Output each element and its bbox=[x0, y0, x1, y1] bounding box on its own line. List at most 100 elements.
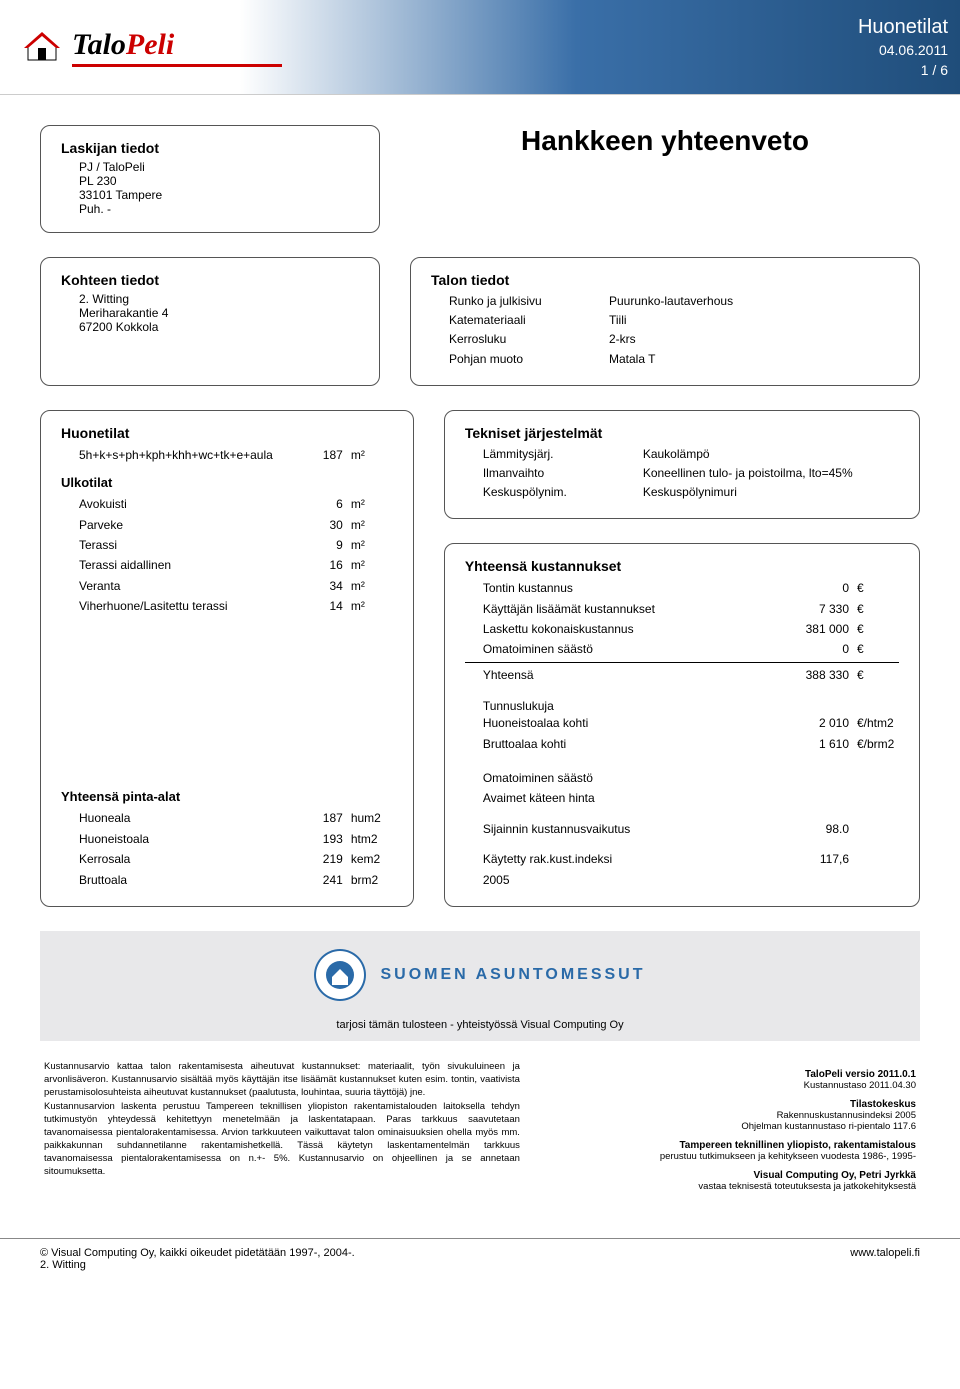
logo-text-a: Talo bbox=[72, 28, 126, 61]
huonetilat-heading: Huonetilat bbox=[61, 425, 393, 441]
field-label: Keskuspölynim. bbox=[483, 483, 643, 502]
laskija-line: PL 230 bbox=[79, 174, 359, 188]
field-value: Tiili bbox=[609, 311, 899, 330]
row-label: Avaimet käteen hinta bbox=[483, 788, 779, 808]
laskija-heading: Laskijan tiedot bbox=[61, 140, 359, 156]
row-label: Veranta bbox=[79, 576, 273, 596]
row-value: 16 bbox=[273, 555, 343, 575]
data-row: Avaimet käteen hinta bbox=[483, 788, 899, 808]
kust-total-unit: € bbox=[849, 665, 899, 685]
row-label: Terassi bbox=[79, 535, 273, 555]
row-unit: m² bbox=[343, 535, 393, 555]
row-unit: m² bbox=[343, 445, 393, 465]
field-label: Runko ja julkisivu bbox=[449, 292, 609, 311]
row-unit: m² bbox=[343, 596, 393, 616]
field-value: Koneellinen tulo- ja poistoilma, lto=45% bbox=[643, 464, 899, 483]
logo: TaloPeli bbox=[20, 28, 282, 67]
row-label: Kerrosala bbox=[79, 849, 273, 869]
data-row: Laskettu kokonaiskustannus 381 000 € bbox=[483, 619, 899, 639]
kohteen-line: Meriharakantie 4 bbox=[79, 306, 359, 320]
fine-print: Kustannusarvio kattaa talon rakentamises… bbox=[40, 1061, 920, 1192]
field-label: Kerrosluku bbox=[449, 330, 609, 349]
row-value: 0 bbox=[779, 578, 849, 598]
sponsor-icon bbox=[314, 949, 366, 1001]
row-unit: kem2 bbox=[343, 849, 393, 869]
data-row: Parveke 30 m² bbox=[79, 515, 393, 535]
sponsor-band: SUOMEN ASUNTOMESSUT tarjosi tämän tulost… bbox=[40, 931, 920, 1041]
kohteen-heading: Kohteen tiedot bbox=[61, 272, 359, 288]
data-row: Huoneistoalaa kohti 2 010 €/htm2 bbox=[483, 713, 899, 733]
row-label: Avokuisti bbox=[79, 494, 273, 514]
field-line: Katemateriaali Tiili bbox=[449, 311, 899, 330]
data-row: 2005 bbox=[483, 870, 899, 890]
row-value: 117,6 bbox=[779, 849, 849, 869]
field-label: Ilmanvaihto bbox=[483, 464, 643, 483]
row-label: Bruttoalaa kohti bbox=[483, 734, 779, 754]
fineprint-head: TaloPeli versio 2011.0.1 bbox=[550, 1069, 916, 1080]
row-label: Terassi aidallinen bbox=[79, 555, 273, 575]
data-row: Käytetty rak.kust.indeksi 117,6 bbox=[483, 849, 899, 869]
row-label: Parveke bbox=[79, 515, 273, 535]
data-row: Tontin kustannus 0 € bbox=[483, 578, 899, 598]
row-value: 381 000 bbox=[779, 619, 849, 639]
field-line: Keskuspölynim. Keskuspölynimuri bbox=[483, 483, 899, 502]
row-label: Käyttäjän lisäämät kustannukset bbox=[483, 599, 779, 619]
tekniset-heading: Tekniset järjestelmät bbox=[465, 425, 899, 441]
row-unit bbox=[849, 768, 899, 788]
row-unit: €/brm2 bbox=[849, 734, 899, 754]
row-value: 98.0 bbox=[779, 819, 849, 839]
row-value: 34 bbox=[273, 576, 343, 596]
header-date: 04.06.2011 bbox=[858, 41, 948, 61]
row-label: Omatoiminen säästö bbox=[483, 639, 779, 659]
header-page: 1 / 6 bbox=[858, 61, 948, 81]
fineprint-body: perustuu tutkimukseen ja kehitykseen vuo… bbox=[550, 1151, 916, 1162]
talon-heading: Talon tiedot bbox=[431, 272, 899, 288]
row-value: 7 330 bbox=[779, 599, 849, 619]
laskija-line: 33101 Tampere bbox=[79, 188, 359, 202]
row-value: 6 bbox=[273, 494, 343, 514]
footer-url: www.talopeli.fi bbox=[850, 1247, 920, 1271]
row-label: Sijainnin kustannusvaikutus bbox=[483, 819, 779, 839]
header-right: Huonetilat 04.06.2011 1 / 6 bbox=[858, 13, 952, 80]
field-line: Pohjan muoto Matala T bbox=[449, 350, 899, 369]
footer-project: 2. Witting bbox=[40, 1259, 355, 1271]
box-huonetilat: Huonetilat 5h+k+s+ph+kph+khh+wc+tk+e+aul… bbox=[40, 410, 414, 907]
row-label: Huoneistoala bbox=[79, 829, 273, 849]
field-line: Ilmanvaihto Koneellinen tulo- ja poistoi… bbox=[483, 464, 899, 483]
kust-total-label: Yhteensä bbox=[483, 665, 779, 685]
logo-text-wrap: TaloPeli bbox=[72, 28, 282, 67]
logo-house-icon bbox=[20, 28, 64, 67]
footer: © Visual Computing Oy, kaikki oikeudet p… bbox=[0, 1238, 960, 1291]
data-row: Veranta 34 m² bbox=[79, 576, 393, 596]
row-unit: € bbox=[849, 619, 899, 639]
data-row: Omatoiminen säästö bbox=[483, 768, 899, 788]
row-unit: hum2 bbox=[343, 808, 393, 828]
laskija-line: PJ / TaloPeli bbox=[79, 160, 359, 174]
row-label: Viherhuone/Lasitettu terassi bbox=[79, 596, 273, 616]
fineprint-head: Tilastokeskus bbox=[550, 1099, 916, 1110]
row-value: 0 bbox=[779, 639, 849, 659]
row-unit bbox=[849, 849, 899, 869]
data-row: Kerrosala 219 kem2 bbox=[79, 849, 393, 869]
main-title-wrap: Hankkeen yhteenveto bbox=[410, 125, 920, 233]
row-unit: € bbox=[849, 599, 899, 619]
header-title: Huonetilat bbox=[858, 13, 948, 41]
field-value: Kaukolämpö bbox=[643, 445, 899, 464]
row-value: 187 bbox=[273, 445, 343, 465]
kohteen-line: 2. Witting bbox=[79, 292, 359, 306]
row-unit bbox=[849, 788, 899, 808]
data-row: Bruttoalaa kohti 1 610 €/brm2 bbox=[483, 734, 899, 754]
kustannukset-heading: Yhteensä kustannukset bbox=[465, 558, 899, 574]
row-value bbox=[779, 768, 849, 788]
field-label: Pohjan muoto bbox=[449, 350, 609, 369]
box-kustannukset: Yhteensä kustannukset Tontin kustannus 0… bbox=[444, 543, 920, 907]
field-line: Lämmitysjärj. Kaukolämpö bbox=[483, 445, 899, 464]
header-band: TaloPeli Huonetilat 04.06.2011 1 / 6 bbox=[0, 0, 960, 95]
row-unit: m² bbox=[343, 515, 393, 535]
footer-copyright: © Visual Computing Oy, kaikki oikeudet p… bbox=[40, 1247, 355, 1259]
laskija-line: Puh. - bbox=[79, 202, 359, 216]
row-value: 30 bbox=[273, 515, 343, 535]
row-unit: brm2 bbox=[343, 870, 393, 890]
box-kohteen: Kohteen tiedot 2. Witting Meriharakantie… bbox=[40, 257, 380, 386]
data-row: Viherhuone/Lasitettu terassi 14 m² bbox=[79, 596, 393, 616]
